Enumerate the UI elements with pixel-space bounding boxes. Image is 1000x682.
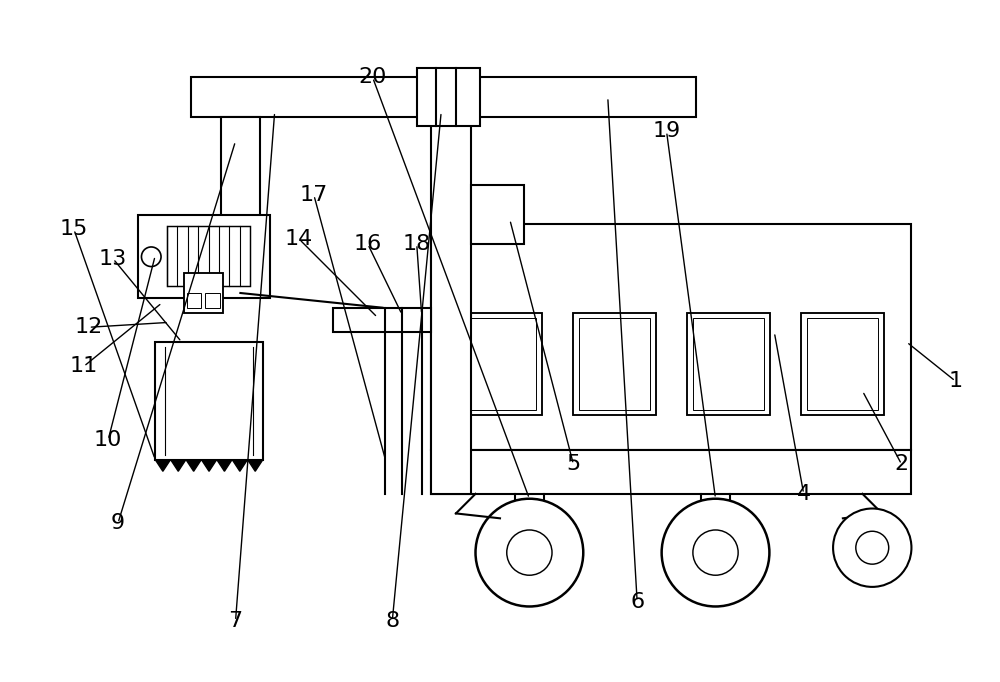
Circle shape xyxy=(662,499,769,606)
Bar xyxy=(687,312,770,415)
Text: 11: 11 xyxy=(70,357,98,376)
Circle shape xyxy=(693,530,738,575)
Bar xyxy=(191,78,696,117)
Bar xyxy=(187,293,201,308)
Polygon shape xyxy=(217,460,232,471)
Text: 10: 10 xyxy=(94,430,122,450)
Text: 9: 9 xyxy=(111,514,125,533)
Text: 1: 1 xyxy=(948,371,963,391)
Bar xyxy=(333,308,431,332)
Text: 2: 2 xyxy=(895,454,909,475)
Text: 17: 17 xyxy=(300,185,328,205)
Bar xyxy=(184,273,223,312)
Bar xyxy=(205,293,220,308)
Polygon shape xyxy=(155,460,171,471)
Bar xyxy=(459,312,542,415)
Bar xyxy=(471,186,524,244)
Circle shape xyxy=(507,530,552,575)
Text: 7: 7 xyxy=(228,611,243,631)
Circle shape xyxy=(476,499,583,606)
Bar xyxy=(138,215,270,298)
Bar xyxy=(417,68,480,126)
Polygon shape xyxy=(201,460,217,471)
Text: 12: 12 xyxy=(74,317,103,338)
Text: 13: 13 xyxy=(99,249,127,269)
Circle shape xyxy=(141,247,161,267)
Polygon shape xyxy=(171,460,186,471)
Bar xyxy=(465,318,536,410)
Text: 19: 19 xyxy=(652,121,681,141)
Text: 16: 16 xyxy=(354,234,382,254)
Bar xyxy=(807,318,878,410)
Polygon shape xyxy=(186,460,201,471)
Polygon shape xyxy=(232,460,248,471)
Bar xyxy=(431,449,911,494)
Circle shape xyxy=(856,531,889,564)
Bar xyxy=(431,224,911,449)
Bar xyxy=(801,312,884,415)
Text: 8: 8 xyxy=(385,611,399,631)
Bar xyxy=(221,117,260,293)
Circle shape xyxy=(833,509,911,587)
Bar xyxy=(167,226,250,286)
Text: 15: 15 xyxy=(60,220,88,239)
Polygon shape xyxy=(248,460,263,471)
Bar xyxy=(693,318,764,410)
Text: 18: 18 xyxy=(403,234,431,254)
Bar xyxy=(431,97,471,494)
Text: 14: 14 xyxy=(285,229,313,249)
Text: 6: 6 xyxy=(630,591,644,612)
Bar xyxy=(573,312,656,415)
Bar xyxy=(155,342,263,460)
Bar xyxy=(579,318,650,410)
Text: 5: 5 xyxy=(566,454,581,475)
Text: 4: 4 xyxy=(797,484,811,504)
Text: 20: 20 xyxy=(358,68,387,87)
